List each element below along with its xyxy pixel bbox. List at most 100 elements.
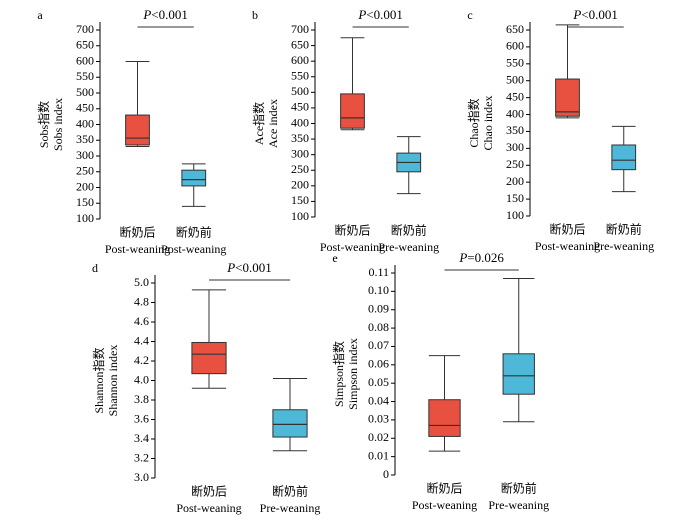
y-tick-label: 150 [506, 191, 524, 205]
x-tick-sublabel: Post-weaning [320, 240, 385, 254]
panel-label: a [37, 8, 43, 22]
y-tick-label: 650 [506, 22, 524, 36]
x-tick-sublabel: Pre-weaning [260, 501, 321, 515]
x-tick-label: 断奶前 [606, 222, 642, 237]
y-tick-label: 0.01 [368, 448, 389, 462]
x-tick-sublabel: Pre-weaning [488, 498, 549, 512]
y-tick-label: 300 [76, 148, 94, 162]
y-tick-label: 150 [291, 193, 309, 207]
box [611, 144, 637, 171]
y-tick-label: 3.0 [134, 470, 149, 484]
y-tick-label: 0.04 [368, 393, 389, 407]
panel-label: e [332, 251, 337, 265]
p-value: P<0.001 [357, 7, 403, 22]
box [340, 93, 365, 129]
y-tick-label: 450 [76, 101, 94, 115]
y-axis-label: Simpson index [346, 338, 360, 410]
y-tick-label: 700 [76, 22, 94, 36]
y-axis-label: Chao index [481, 96, 495, 151]
y-tick-label: 300 [506, 140, 524, 154]
y-tick-label: 550 [506, 56, 524, 70]
x-tick-sublabel: Post-weaning [161, 242, 226, 256]
y-tick-label: 0 [383, 467, 389, 481]
y-tick-label: 400 [291, 115, 309, 129]
x-tick-sublabel: Post-weaning [176, 501, 241, 515]
y-tick-label: 4.4 [134, 333, 149, 347]
y-tick-label: 600 [291, 53, 309, 67]
y-tick-label: 650 [76, 38, 94, 52]
y-tick-label: 350 [76, 132, 94, 146]
p-text: <0.001 [151, 7, 188, 22]
p-value: P<0.001 [572, 7, 618, 22]
y-tick-label: 4.6 [134, 314, 149, 328]
y-tick-label: 150 [76, 195, 94, 209]
y-tick-label: 100 [291, 209, 309, 223]
y-tick-label: 650 [291, 37, 309, 51]
p-text: <0.001 [581, 7, 618, 22]
y-tick-label: 0.09 [368, 301, 389, 315]
y-tick-label: 550 [291, 69, 309, 83]
y-axis-label: Sobs指数 [36, 101, 51, 148]
y-tick-label: 4.8 [134, 294, 149, 308]
y-tick-label: 450 [291, 100, 309, 114]
box [191, 341, 227, 375]
box [428, 399, 461, 437]
y-axis-label: Ace index [266, 99, 280, 148]
panel-label: d [92, 261, 98, 275]
p-text: <0.001 [366, 7, 403, 22]
x-tick-label: 断奶前 [176, 225, 212, 240]
box [555, 78, 580, 117]
y-tick-label: 0.02 [368, 430, 389, 444]
p-symbol: P [142, 7, 151, 22]
y-tick-label: 0.07 [368, 338, 389, 352]
y-axis-label: Simpson指数 [331, 341, 346, 407]
y-tick-label: 0.08 [368, 320, 389, 334]
y-tick-label: 700 [291, 22, 309, 36]
y-tick-label: 3.6 [134, 411, 149, 425]
x-tick-sublabel: Post-weaning [412, 498, 477, 512]
y-tick-label: 0.11 [368, 265, 389, 279]
y-tick-label: 200 [291, 178, 309, 192]
y-tick-label: 5.0 [134, 275, 149, 289]
y-tick-label: 0.05 [368, 375, 389, 389]
box [125, 114, 150, 146]
x-tick-sublabel: Pre-weaning [593, 239, 654, 253]
y-tick-label: 500 [506, 72, 524, 86]
y-tick-label: 100 [76, 211, 94, 225]
box [181, 169, 207, 187]
x-tick-sublabel: Post-weaning [105, 242, 170, 256]
y-tick-label: 500 [76, 85, 94, 99]
p-symbol: P [357, 7, 366, 22]
y-tick-label: 600 [506, 39, 524, 53]
y-tick-label: 3.2 [134, 450, 149, 464]
x-tick-label: 断奶后 [549, 222, 585, 237]
y-axis-label: Shannon index [106, 345, 120, 417]
x-tick-label: 断奶前 [391, 223, 427, 238]
y-tick-label: 450 [506, 89, 524, 103]
y-tick-label: 400 [76, 116, 94, 130]
y-tick-label: 4.0 [134, 372, 149, 386]
y-tick-label: 250 [506, 157, 524, 171]
y-axis-label: Ace指数 [251, 102, 266, 145]
box [272, 409, 308, 438]
y-tick-label: 100 [506, 208, 524, 222]
x-tick-label: 断奶后 [191, 484, 227, 499]
p-value: P=0.026 [458, 250, 504, 265]
y-tick-label: 4.2 [134, 353, 149, 367]
p-symbol: P [226, 260, 235, 275]
y-axis-label: Sobs index [51, 98, 65, 151]
p-value: P<0.001 [142, 7, 188, 22]
y-tick-label: 600 [76, 53, 94, 67]
panel-label: b [252, 8, 258, 22]
y-tick-label: 0.10 [368, 283, 389, 297]
y-tick-label: 0.06 [368, 357, 389, 371]
y-tick-label: 300 [291, 146, 309, 160]
p-symbol: P [458, 250, 467, 265]
p-value: P<0.001 [226, 260, 272, 275]
y-tick-label: 350 [291, 131, 309, 145]
y-tick-label: 200 [506, 174, 524, 188]
y-axis-label: Shannon指数 [91, 347, 106, 413]
y-tick-label: 3.4 [134, 431, 149, 445]
y-tick-label: 250 [291, 162, 309, 176]
